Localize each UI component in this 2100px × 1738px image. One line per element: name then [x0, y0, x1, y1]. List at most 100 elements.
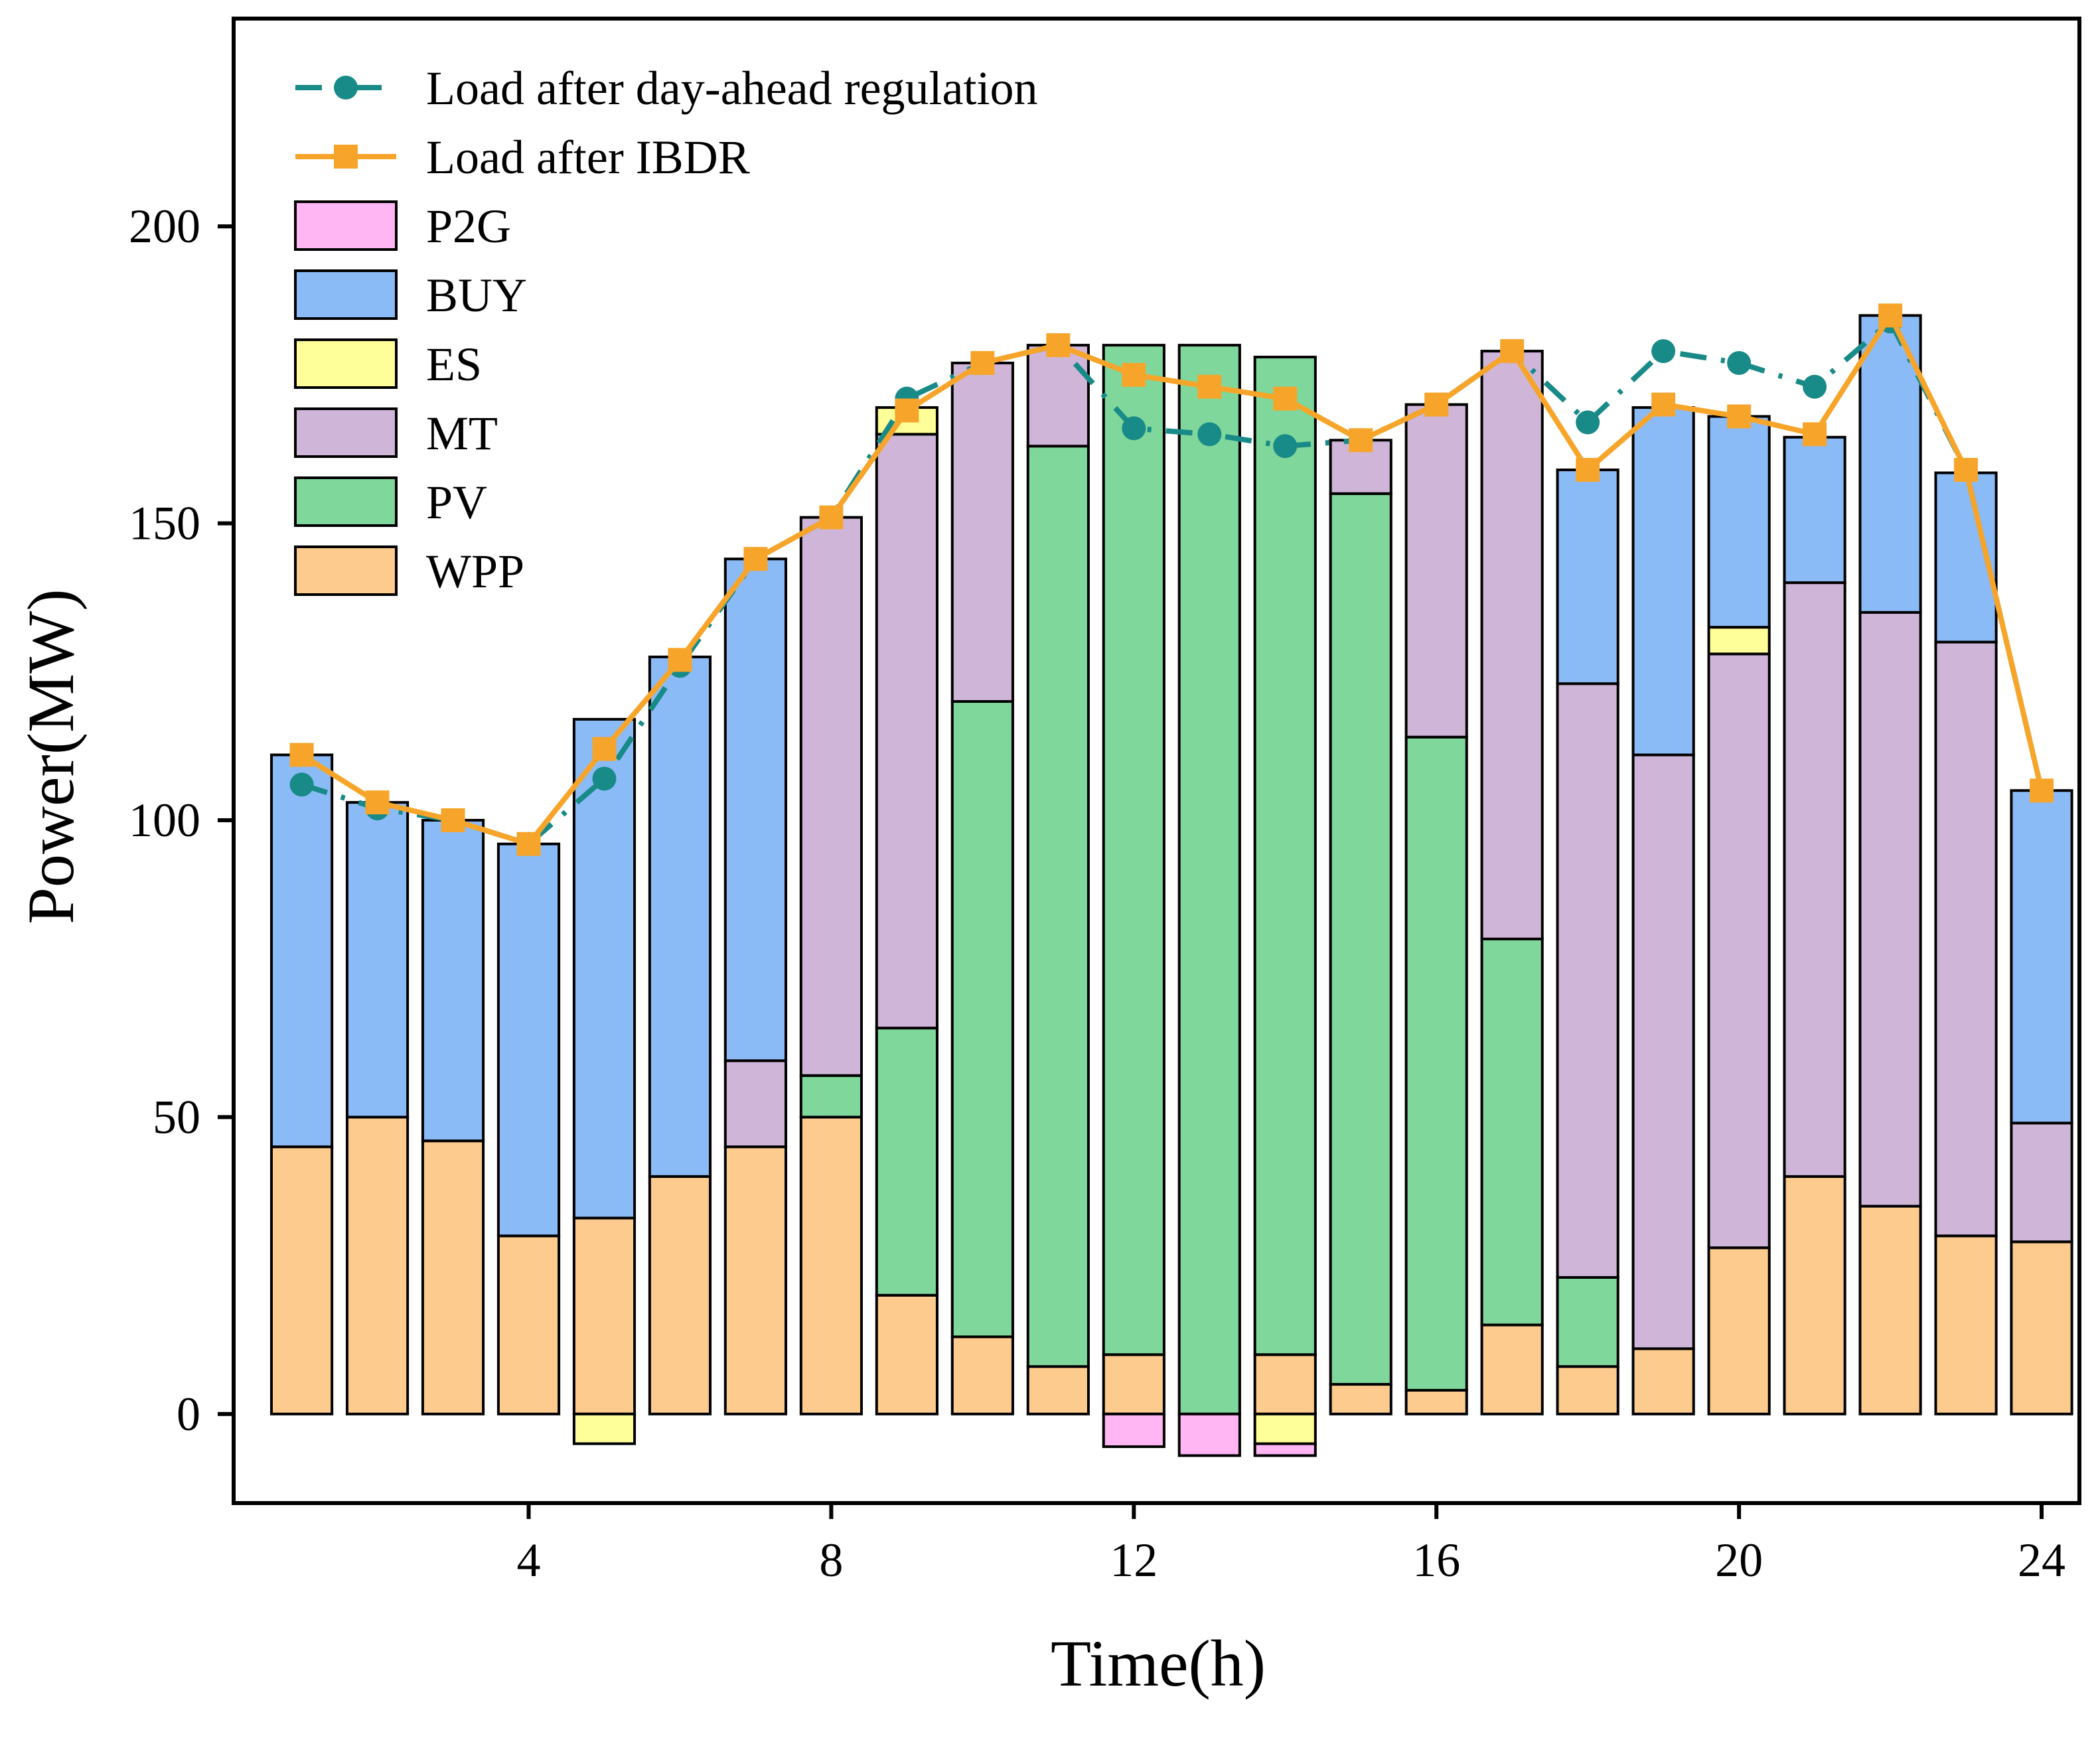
plot-frame: [232, 17, 2081, 1505]
bar-es-h14: [1253, 1412, 1317, 1445]
point-load-after-ibdr-h6: [668, 648, 692, 672]
y-tick-label-0: 0: [177, 1388, 200, 1441]
bar-p2g-h14: [1253, 1442, 1317, 1457]
bar-buy-h1: [269, 753, 334, 1149]
bar-mt-h11: [1026, 344, 1090, 448]
bar-buy-h22: [1858, 314, 1922, 614]
legend-label-pv: PV: [426, 476, 487, 529]
point-load-after-ibdr-h16: [1424, 392, 1449, 417]
point-load-after-ibdr-h2: [365, 790, 390, 815]
point-load-after-day-ahead-regulation-h14: [1273, 434, 1298, 459]
x-tick-label-24: 24: [2018, 1534, 2065, 1587]
y-tick-label-50: 50: [153, 1090, 200, 1143]
bar-pv-h12: [1102, 344, 1165, 1356]
bar-mt-h22: [1858, 611, 1922, 1208]
bar-mt-h19: [1631, 753, 1695, 1350]
legend-label-mt: MT: [426, 407, 498, 460]
bar-wpp-h22: [1858, 1204, 1922, 1415]
x-tick-label-8: 8: [819, 1534, 843, 1587]
point-load-after-ibdr-h17: [1500, 339, 1525, 364]
y-tick-label-200: 200: [129, 200, 200, 253]
bar-p2g-h12: [1102, 1412, 1165, 1448]
bar-mt-h7: [723, 1059, 788, 1149]
bar-buy-h2: [345, 801, 410, 1119]
x-tick-label-4: 4: [517, 1534, 541, 1587]
bar-wpp-h14: [1253, 1353, 1317, 1415]
point-load-after-ibdr-h18: [1576, 458, 1600, 482]
legend-marker-load-after-ibdr: [334, 145, 358, 169]
bar-pv-h11: [1026, 445, 1090, 1368]
point-load-after-day-ahead-regulation-h19: [1651, 339, 1676, 364]
bar-wpp-h5: [572, 1216, 637, 1415]
bar-wpp-h23: [1934, 1234, 1998, 1415]
point-load-after-ibdr-h20: [1727, 404, 1752, 429]
bar-es-h20: [1707, 626, 1771, 656]
legend-label-es: ES: [426, 338, 482, 391]
bar-wpp-h17: [1480, 1323, 1544, 1415]
point-load-after-ibdr-h21: [1803, 422, 1827, 447]
bar-wpp-h9: [875, 1293, 938, 1415]
bar-pv-h14: [1253, 356, 1317, 1356]
point-load-after-ibdr-h7: [743, 547, 768, 571]
bar-es-h5: [572, 1412, 637, 1445]
bar-wpp-h3: [421, 1139, 485, 1415]
bar-buy-h6: [648, 655, 712, 1178]
legend-swatch-p2g: [294, 200, 398, 251]
point-load-after-ibdr-h1: [289, 743, 314, 767]
legend: Load after day-ahead regulation Load afte…: [294, 62, 1038, 598]
point-load-after-day-ahead-regulation-h12: [1122, 416, 1146, 441]
point-load-after-day-ahead-regulation-h21: [1803, 374, 1827, 399]
bar-pv-h18: [1556, 1275, 1619, 1368]
point-load-after-ibdr-h13: [1197, 374, 1222, 399]
point-load-after-ibdr-h12: [1122, 362, 1146, 387]
bar-buy-h19: [1631, 406, 1695, 757]
point-load-after-ibdr-h3: [441, 808, 465, 832]
bar-wpp-h16: [1404, 1388, 1468, 1415]
bar-wpp-h18: [1556, 1365, 1619, 1415]
bar-layer: [269, 314, 2073, 1457]
point-load-after-ibdr-h23: [1954, 458, 1979, 482]
legend-swatch-buy: [294, 269, 398, 320]
legend-swatch-wpp: [294, 545, 398, 596]
point-load-after-ibdr-h24: [2030, 778, 2054, 803]
bar-wpp-h20: [1707, 1246, 1771, 1415]
x-tick-label-12: 12: [1110, 1534, 1158, 1587]
point-load-after-ibdr-h8: [819, 505, 844, 530]
point-load-after-day-ahead-regulation-h1: [289, 772, 314, 797]
bar-wpp-h12: [1102, 1353, 1165, 1415]
bar-wpp-h6: [648, 1175, 712, 1415]
bar-wpp-h15: [1329, 1383, 1392, 1415]
point-load-after-ibdr-h11: [1046, 333, 1071, 358]
series-line-load-after-day-ahead-regulation: [301, 319, 2044, 847]
bar-mt-h24: [2010, 1122, 2073, 1244]
bar-wpp-h7: [723, 1145, 788, 1415]
bar-pv-h10: [950, 700, 1014, 1339]
bar-wpp-h8: [799, 1116, 863, 1415]
bar-pv-h17: [1480, 937, 1544, 1327]
point-load-after-ibdr-h19: [1651, 392, 1676, 417]
bar-wpp-h21: [1783, 1175, 1846, 1415]
bar-mt-h23: [1934, 640, 1998, 1238]
bar-wpp-h2: [345, 1116, 410, 1415]
point-load-after-ibdr-h4: [516, 832, 541, 856]
legend-swatch-mt: [294, 407, 398, 458]
bar-buy-h5: [572, 717, 637, 1220]
bar-buy-h21: [1783, 435, 1846, 585]
y-tick-label-100: 100: [129, 794, 200, 847]
bar-wpp-h19: [1631, 1347, 1695, 1415]
bar-buy-h24: [2010, 789, 2073, 1125]
y-axis-title: Power(MW): [14, 589, 88, 924]
legend-label-wpp: WPP: [426, 545, 524, 598]
bar-buy-h20: [1707, 415, 1771, 629]
point-load-after-ibdr-h10: [970, 350, 995, 375]
bar-mt-h18: [1556, 682, 1619, 1279]
bar-wpp-h4: [496, 1234, 561, 1415]
bar-mt-h20: [1707, 652, 1771, 1250]
bar-mt-h21: [1783, 581, 1846, 1178]
bar-buy-h18: [1556, 469, 1619, 686]
bar-pv-h13: [1177, 344, 1241, 1415]
point-load-after-ibdr-h15: [1349, 428, 1373, 453]
bar-buy-h7: [723, 557, 788, 1062]
bar-p2g-h13: [1177, 1412, 1241, 1457]
